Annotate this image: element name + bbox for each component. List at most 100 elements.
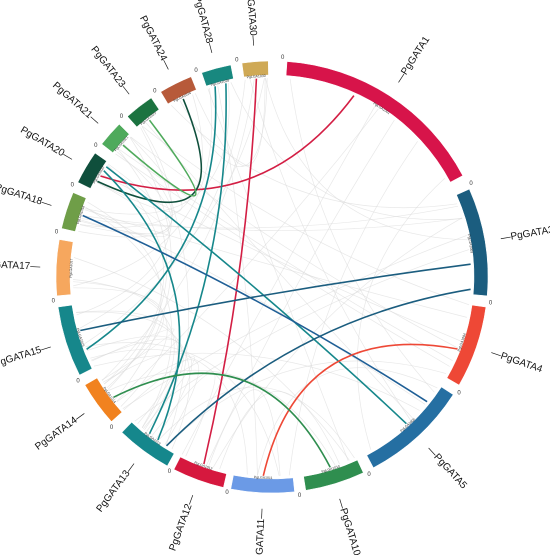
gene-label-pggata20: PgGATA20— <box>18 125 75 164</box>
segment-pggata3 <box>456 188 489 297</box>
background-link <box>102 351 193 439</box>
background-link <box>80 94 203 228</box>
background-link <box>85 82 230 215</box>
segment-pggata24 <box>160 76 197 105</box>
zero-tick-label: 0 <box>457 390 461 396</box>
link-PgGATA3-PgGATA15 <box>80 263 471 332</box>
zero-tick-label: 0 <box>298 493 302 499</box>
segment-pggata4 <box>446 304 487 386</box>
background-link <box>73 88 213 287</box>
gene-label-pggata12: PgGATA12— <box>167 493 198 552</box>
gene-label-pggata14: PgGATA14— <box>33 409 87 453</box>
link-PgGATA1-PgGATA20 <box>100 95 355 191</box>
zero-tick-label: 0 <box>469 181 473 187</box>
background-link <box>101 174 461 342</box>
zero-tick-label: 0 <box>367 472 371 478</box>
zero-tick-label: 0 <box>94 143 98 149</box>
gene-segments <box>55 60 489 494</box>
background-link <box>179 78 268 167</box>
background-link <box>208 389 281 476</box>
background-link <box>289 78 435 393</box>
gene-label-pggata17: PgGATA17— <box>0 259 40 273</box>
background-link <box>249 79 411 421</box>
segment-pggata21 <box>101 123 130 153</box>
zero-tick-label: 0 <box>235 57 239 63</box>
background-link <box>85 342 280 476</box>
background-link <box>82 215 463 231</box>
background-link <box>158 386 355 459</box>
gene-label-pggata28: PgGATA28— <box>191 0 217 54</box>
segment-pggata15 <box>57 304 93 376</box>
background-link <box>288 141 418 476</box>
background-link <box>122 235 467 409</box>
segment-inner-label: PgLGA1004 <box>457 333 467 352</box>
background-link <box>114 137 172 400</box>
background-link <box>84 79 246 345</box>
background-link <box>101 78 255 381</box>
background-link <box>151 372 216 457</box>
background-link <box>76 310 179 430</box>
background-link <box>85 207 173 428</box>
background-link <box>140 127 189 446</box>
gene-label-pggata1: —PgGATA1 <box>394 34 433 85</box>
background-link <box>166 360 447 447</box>
gene-label-pggata11: PgGATA11— <box>254 509 268 555</box>
background-link <box>207 88 349 461</box>
segment-pggata18 <box>61 192 87 232</box>
background-link <box>108 369 336 466</box>
background-link <box>116 359 200 445</box>
gene-label-pggata18: PgGATA18— <box>0 182 53 211</box>
zero-tick-label: 0 <box>168 469 172 475</box>
zero-tick-label: 0 <box>71 182 75 188</box>
link-PgGATA20-PgGATA13 <box>103 170 181 441</box>
segment-inner-label: PgLGA1028 <box>210 78 230 87</box>
background-link <box>78 143 173 238</box>
background-link <box>219 391 340 470</box>
segment-pggata14 <box>84 377 123 422</box>
segment-pggata20 <box>77 152 107 189</box>
gene-label-pggata15: PgGATA15— <box>0 342 52 370</box>
background-links <box>72 78 470 476</box>
background-link <box>91 328 175 381</box>
zero-tick-label: 0 <box>225 490 229 496</box>
segment-inner-label: PgLGA1018 <box>76 205 86 224</box>
background-link <box>116 108 379 402</box>
background-link <box>85 207 426 405</box>
background-link <box>90 349 248 475</box>
background-link <box>73 281 168 407</box>
link-PgGATA3-PgGATA13 <box>165 288 471 447</box>
link-PgGATA23-PgGATA21 <box>122 119 197 197</box>
background-link <box>142 125 470 306</box>
zero-tick-label: 0 <box>281 55 285 61</box>
background-link <box>206 119 395 466</box>
segment-pggata13 <box>121 421 175 467</box>
background-link <box>96 136 183 213</box>
link-PgGATA30-PgGATA12 <box>203 78 258 465</box>
link-PgGATA28-PgGATA13 <box>148 83 227 435</box>
link-PgGATA4-PgGATA11 <box>262 343 458 476</box>
segment-inner-label: PgLGA1011 <box>254 475 273 480</box>
gene-label-pggata10: —PgGATA10 <box>334 497 362 555</box>
segment-pggata5 <box>366 386 454 469</box>
zero-tick-label: 0 <box>76 379 80 385</box>
link-PgGATA28-PgGATA15 <box>86 86 217 350</box>
zero-tick-label: 0 <box>489 301 493 307</box>
background-link <box>84 209 467 318</box>
zero-tick-label: 0 <box>52 298 56 304</box>
background-link <box>171 105 458 209</box>
link-PgGATA24-PgGATA20 <box>97 98 203 204</box>
zero-tick-label: 0 <box>194 68 198 74</box>
gene-label-pggata23: PgGATA23— <box>88 44 133 97</box>
link-PgGATA20-PgGATA5 <box>105 166 407 425</box>
zero-tick-label: 0 <box>110 425 114 431</box>
segment-inner-label: PgLGA1030 <box>247 74 266 79</box>
highlighted-links <box>80 78 471 476</box>
background-link <box>230 82 463 220</box>
segment-pggata10 <box>303 459 364 491</box>
segment-inner-label: PgLGA1003 <box>467 234 474 254</box>
link-PgGATA14-PgGATA10 <box>113 372 331 468</box>
segment-pggata23 <box>127 97 160 128</box>
